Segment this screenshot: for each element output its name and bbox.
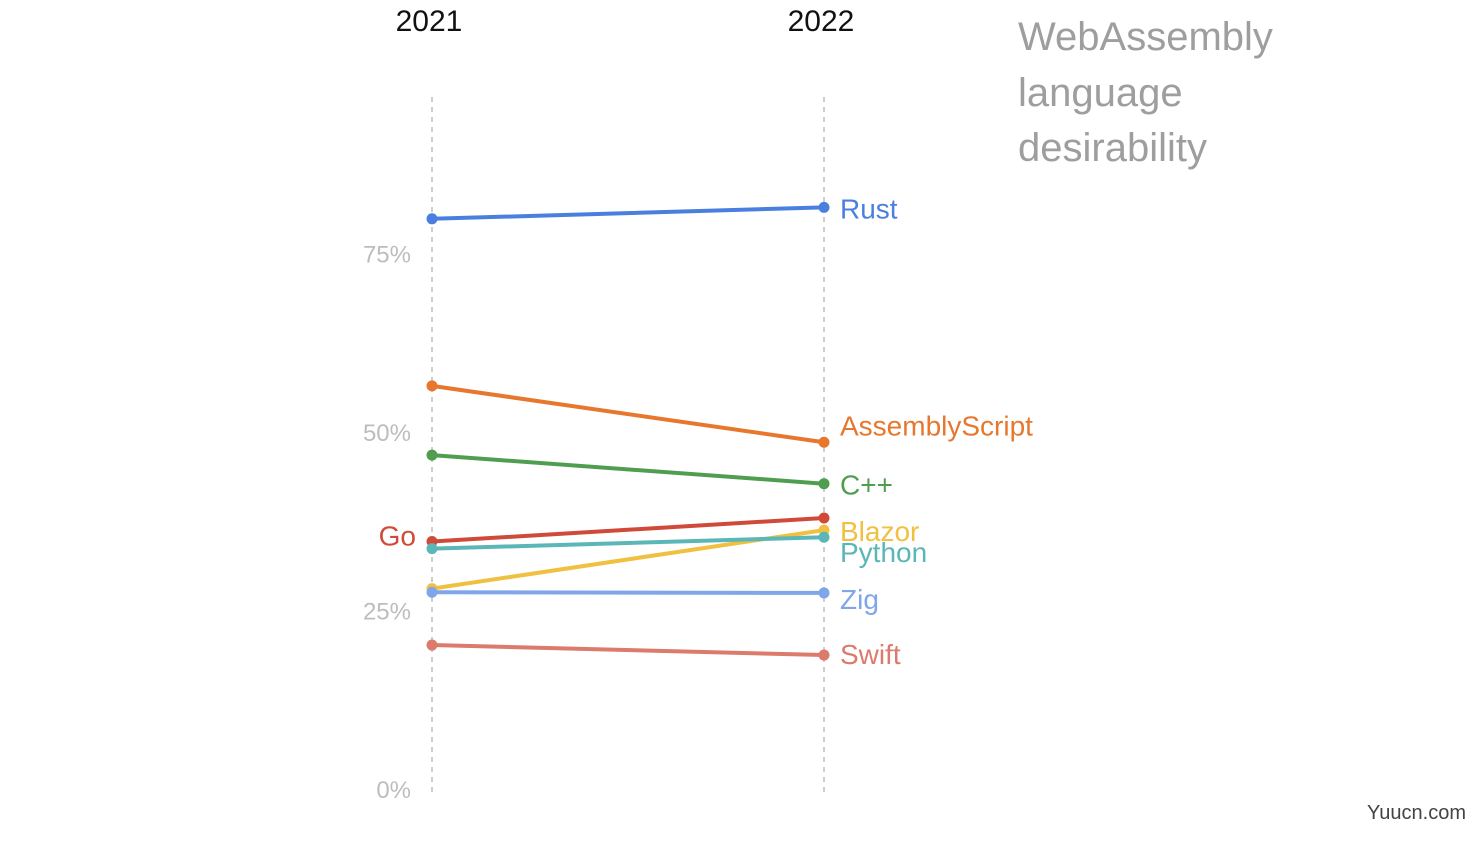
series-line-python bbox=[430, 535, 826, 551]
series-line-assemblyscript bbox=[430, 383, 826, 445]
chart-title-line-2: language bbox=[1018, 71, 1183, 115]
y-tick-label: 75% bbox=[363, 242, 411, 269]
series-label-zig: Zig bbox=[840, 584, 879, 615]
series-line-rust bbox=[430, 205, 826, 221]
data-point-assemblyscript-2021 bbox=[426, 380, 438, 392]
data-point-zig-2022 bbox=[818, 587, 830, 599]
data-point-swift-2022 bbox=[818, 649, 830, 661]
series-lines bbox=[426, 201, 830, 661]
grid-lines bbox=[431, 97, 825, 795]
y-axis-ticks: 0% 25% 50% 75% bbox=[363, 242, 411, 805]
series-label-python: Python bbox=[840, 537, 927, 568]
series-line-swift bbox=[430, 643, 826, 658]
data-point-zig-2021 bbox=[426, 586, 438, 598]
y-tick-label: 0% bbox=[376, 777, 411, 804]
series-label-go: Go bbox=[379, 521, 416, 552]
data-point-assemblyscript-2022 bbox=[818, 436, 830, 448]
data-point-c-2021 bbox=[426, 449, 438, 461]
x-axis-years: 2021 2022 bbox=[396, 5, 855, 38]
data-point-go-2022 bbox=[818, 512, 830, 524]
x-tick-label: 2021 bbox=[396, 5, 463, 38]
series-label-c: C++ bbox=[840, 470, 893, 501]
series-line-zig bbox=[430, 590, 826, 595]
series-label-assemblyscript: AssemblyScript bbox=[840, 410, 1033, 441]
series-label-swift: Swift bbox=[840, 639, 901, 670]
series-label-rust: Rust bbox=[840, 193, 898, 224]
x-tick-label: 2022 bbox=[788, 5, 855, 38]
data-point-rust-2022 bbox=[818, 201, 830, 213]
data-point-swift-2021 bbox=[426, 639, 438, 651]
series-label-blazor: Blazor bbox=[840, 516, 919, 547]
data-point-python-2022 bbox=[818, 531, 830, 543]
y-tick-label: 25% bbox=[363, 599, 411, 626]
y-tick-label: 50% bbox=[363, 420, 411, 447]
data-point-python-2021 bbox=[426, 543, 438, 555]
series-line-c bbox=[430, 453, 826, 486]
data-point-c-2022 bbox=[818, 478, 830, 490]
series-line-go bbox=[430, 515, 826, 544]
chart-title-line-1: WebAssembly bbox=[1018, 15, 1273, 59]
watermark-text: Yuucn.com bbox=[1367, 802, 1466, 824]
data-point-rust-2021 bbox=[426, 213, 438, 225]
chart-title-line-3: desirability bbox=[1018, 126, 1207, 170]
